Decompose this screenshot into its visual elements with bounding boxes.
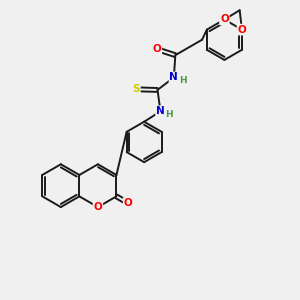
- Text: N: N: [169, 73, 178, 82]
- Text: O: O: [152, 44, 161, 54]
- Text: O: O: [238, 25, 246, 34]
- Text: N: N: [156, 106, 165, 116]
- Text: O: O: [220, 14, 229, 25]
- Text: O: O: [94, 202, 102, 212]
- Text: S: S: [132, 84, 140, 94]
- Text: O: O: [124, 198, 132, 208]
- Text: H: H: [166, 110, 173, 119]
- Text: H: H: [179, 76, 187, 85]
